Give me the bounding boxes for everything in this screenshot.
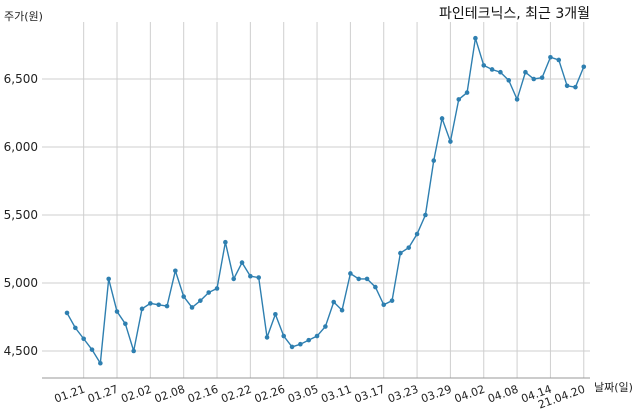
data-point [164,303,170,309]
data-point [448,139,453,144]
y-tick-label: 5,500 [4,208,38,222]
data-point [256,275,262,280]
x-tick-label: 01.21 [53,383,87,406]
price-line [66,37,585,366]
data-point [423,212,428,218]
data-point [573,84,578,90]
data-point [231,276,236,282]
grid-lines [42,22,590,378]
data-point [306,337,312,343]
data-point [373,284,378,290]
data-point [464,90,470,95]
y-tick-labels: 4,500 5,000 5,500 6,000 6,500 [4,72,38,358]
data-point [331,299,337,305]
data-point [73,325,78,331]
data-point [189,305,195,310]
y-tick-label: 5,000 [4,276,38,290]
data-point [356,276,362,282]
data-point [264,335,270,340]
data-point [139,306,145,312]
data-point [389,298,395,303]
data-point [473,35,478,41]
price-points [64,35,587,366]
data-point [481,63,487,68]
data-point [173,268,178,274]
data-point [114,309,120,314]
data-point [323,324,328,329]
x-tick-label: 02.16 [186,383,220,406]
data-point [381,302,387,308]
data-point [564,83,570,89]
data-point [406,245,412,250]
data-point [289,344,295,350]
data-point [498,69,503,75]
data-point [339,307,345,313]
data-point [298,341,303,347]
data-point [89,347,95,352]
data-point [273,311,278,317]
x-tick-labels: 01.21 01.27 02.02 02.08 02.16 02.22 02.26 03.05… [53,383,587,412]
data-point [98,360,103,366]
x-tick-label: 02.26 [253,383,287,406]
x-tick-label: 03.11 [319,383,353,406]
data-point [314,333,320,339]
data-point [148,301,153,306]
data-point [106,276,111,282]
data-point [206,290,211,295]
x-tick-label: 03.23 [386,383,420,406]
data-point [581,64,587,70]
data-point [539,75,545,80]
x-tick-label: 03.05 [286,383,320,406]
data-point [439,116,445,121]
data-point [239,260,245,265]
data-point [523,69,528,75]
data-point [248,273,253,279]
data-point [531,76,537,82]
data-point [414,231,420,237]
x-tick-label: 03.29 [419,383,453,406]
y-axis-label: 주가(원) [4,10,43,23]
data-point [214,286,220,291]
data-point [514,97,520,102]
x-tick-label: 03.17 [353,383,387,406]
data-point [348,271,353,276]
data-point [364,276,370,282]
x-axis-label: 날짜(일) [594,380,633,394]
data-point [281,333,287,339]
data-point [489,67,495,72]
x-tick-label: 04.08 [486,383,520,406]
data-point [131,348,136,354]
data-point [398,250,403,256]
y-tick-label: 4,500 [4,344,38,358]
data-point [431,158,437,163]
data-point [198,298,203,303]
y-tick-label: 6,000 [4,140,38,154]
data-point [156,302,161,308]
x-tick-label: 02.22 [219,383,253,406]
data-point [223,239,228,245]
data-point [506,78,512,83]
data-point [456,97,462,102]
y-tick-label: 6,500 [4,72,38,86]
data-point [64,310,70,316]
x-tick-label: 01.27 [86,383,120,406]
x-tick-label: 02.08 [153,383,187,406]
x-tick-label: 04.02 [453,383,487,406]
chart-title: 파인테크닉스, 최근 3개월 [439,6,590,22]
x-tick-label: 02.02 [119,383,153,406]
data-point [556,57,562,63]
data-point [548,54,553,60]
data-point [181,294,186,299]
data-point [123,321,128,327]
data-point [81,336,86,342]
